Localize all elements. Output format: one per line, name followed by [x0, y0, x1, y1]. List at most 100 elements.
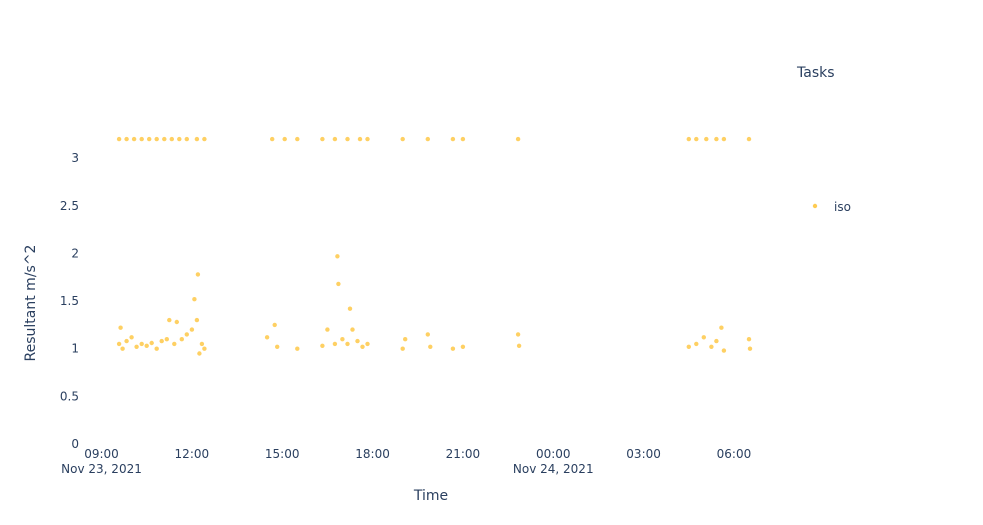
data-point — [189, 327, 195, 332]
data-point — [139, 341, 144, 347]
x-tick-label: 15:00 — [265, 447, 300, 461]
data-point — [360, 344, 365, 349]
data-point — [179, 337, 184, 342]
data-point — [116, 341, 122, 347]
y-tick-label: 3 — [71, 151, 79, 165]
x-tick-label: 09:00 — [84, 447, 119, 461]
y-axis-title: Resultant m/s^2 — [23, 245, 39, 362]
points-layer — [116, 136, 753, 356]
data-point — [270, 136, 275, 142]
data-point — [746, 337, 752, 342]
data-point — [400, 346, 405, 351]
data-point — [450, 136, 456, 142]
data-point — [704, 136, 709, 142]
data-point — [320, 343, 325, 348]
data-point — [460, 136, 466, 142]
data-point — [192, 297, 197, 302]
x-tick-label: 21:00 — [446, 447, 481, 461]
data-point — [686, 136, 691, 142]
data-point — [516, 343, 522, 348]
data-point — [714, 136, 719, 142]
data-point — [709, 344, 714, 349]
x-tick-label: 03:00 — [626, 447, 661, 461]
data-point — [428, 344, 433, 349]
data-point — [177, 136, 182, 142]
data-point — [154, 346, 159, 351]
data-point — [340, 337, 345, 342]
x-tick-label: 18:00 — [355, 447, 390, 461]
data-point — [164, 337, 169, 342]
data-point — [162, 136, 167, 142]
y-tick-label: 2 — [71, 246, 79, 260]
data-point — [147, 136, 152, 142]
data-point — [295, 346, 300, 351]
data-point — [347, 306, 353, 311]
data-point — [747, 346, 753, 351]
data-point — [124, 136, 129, 142]
data-point — [714, 338, 719, 344]
data-point — [701, 335, 706, 340]
data-point — [332, 341, 338, 347]
data-point — [202, 346, 207, 351]
data-point — [350, 327, 355, 332]
data-point — [172, 341, 177, 347]
data-point — [357, 136, 363, 142]
data-point — [194, 136, 200, 142]
data-point — [335, 254, 340, 259]
data-point — [272, 322, 277, 328]
data-point — [686, 344, 691, 349]
data-point — [167, 317, 172, 323]
data-point — [124, 338, 129, 344]
data-point — [355, 338, 360, 344]
legend-marker — [812, 203, 818, 209]
data-point — [425, 332, 430, 337]
data-point — [202, 136, 207, 142]
data-point — [515, 332, 521, 337]
data-point — [154, 136, 159, 142]
data-point — [149, 340, 154, 346]
x-tick-date-label: Nov 24, 2021 — [513, 462, 594, 476]
y-axis-ticks: 0 0.5 1 1.5 2 2.5 3 — [60, 151, 79, 451]
legend-item-iso[interactable]: iso — [812, 200, 851, 214]
data-point — [295, 136, 300, 142]
data-point — [144, 343, 149, 348]
x-tick-date-label: Nov 23, 2021 — [61, 462, 142, 476]
data-point — [159, 338, 164, 344]
x-tick-label: 12:00 — [175, 447, 210, 461]
data-point — [332, 136, 338, 142]
legend-label: iso — [834, 200, 851, 214]
data-point — [345, 341, 350, 347]
y-tick-label: 2.5 — [60, 199, 79, 213]
data-point — [139, 136, 144, 142]
data-point — [197, 351, 202, 356]
data-point — [345, 136, 350, 142]
data-point — [174, 319, 179, 325]
data-point — [194, 317, 200, 323]
data-point — [365, 136, 370, 142]
data-point — [134, 344, 139, 349]
data-point — [460, 344, 466, 349]
y-tick-label: 0.5 — [60, 389, 79, 403]
data-point — [195, 272, 201, 277]
data-point — [131, 136, 137, 142]
data-point — [129, 335, 134, 340]
data-point — [120, 346, 125, 351]
data-point — [746, 136, 752, 142]
x-tick-label: 00:00 — [536, 447, 571, 461]
data-point — [325, 327, 330, 332]
data-point — [403, 337, 408, 342]
x-axis-title: Time — [413, 488, 448, 504]
y-tick-label: 1 — [71, 342, 79, 356]
data-point — [694, 341, 699, 347]
data-point — [184, 332, 189, 337]
legend[interactable]: Tasks iso — [796, 65, 851, 214]
data-point — [264, 335, 270, 340]
data-point — [425, 136, 430, 142]
data-point — [282, 136, 287, 142]
data-point — [320, 136, 325, 142]
data-point — [694, 136, 699, 142]
data-point — [365, 341, 370, 347]
data-point — [336, 281, 341, 287]
